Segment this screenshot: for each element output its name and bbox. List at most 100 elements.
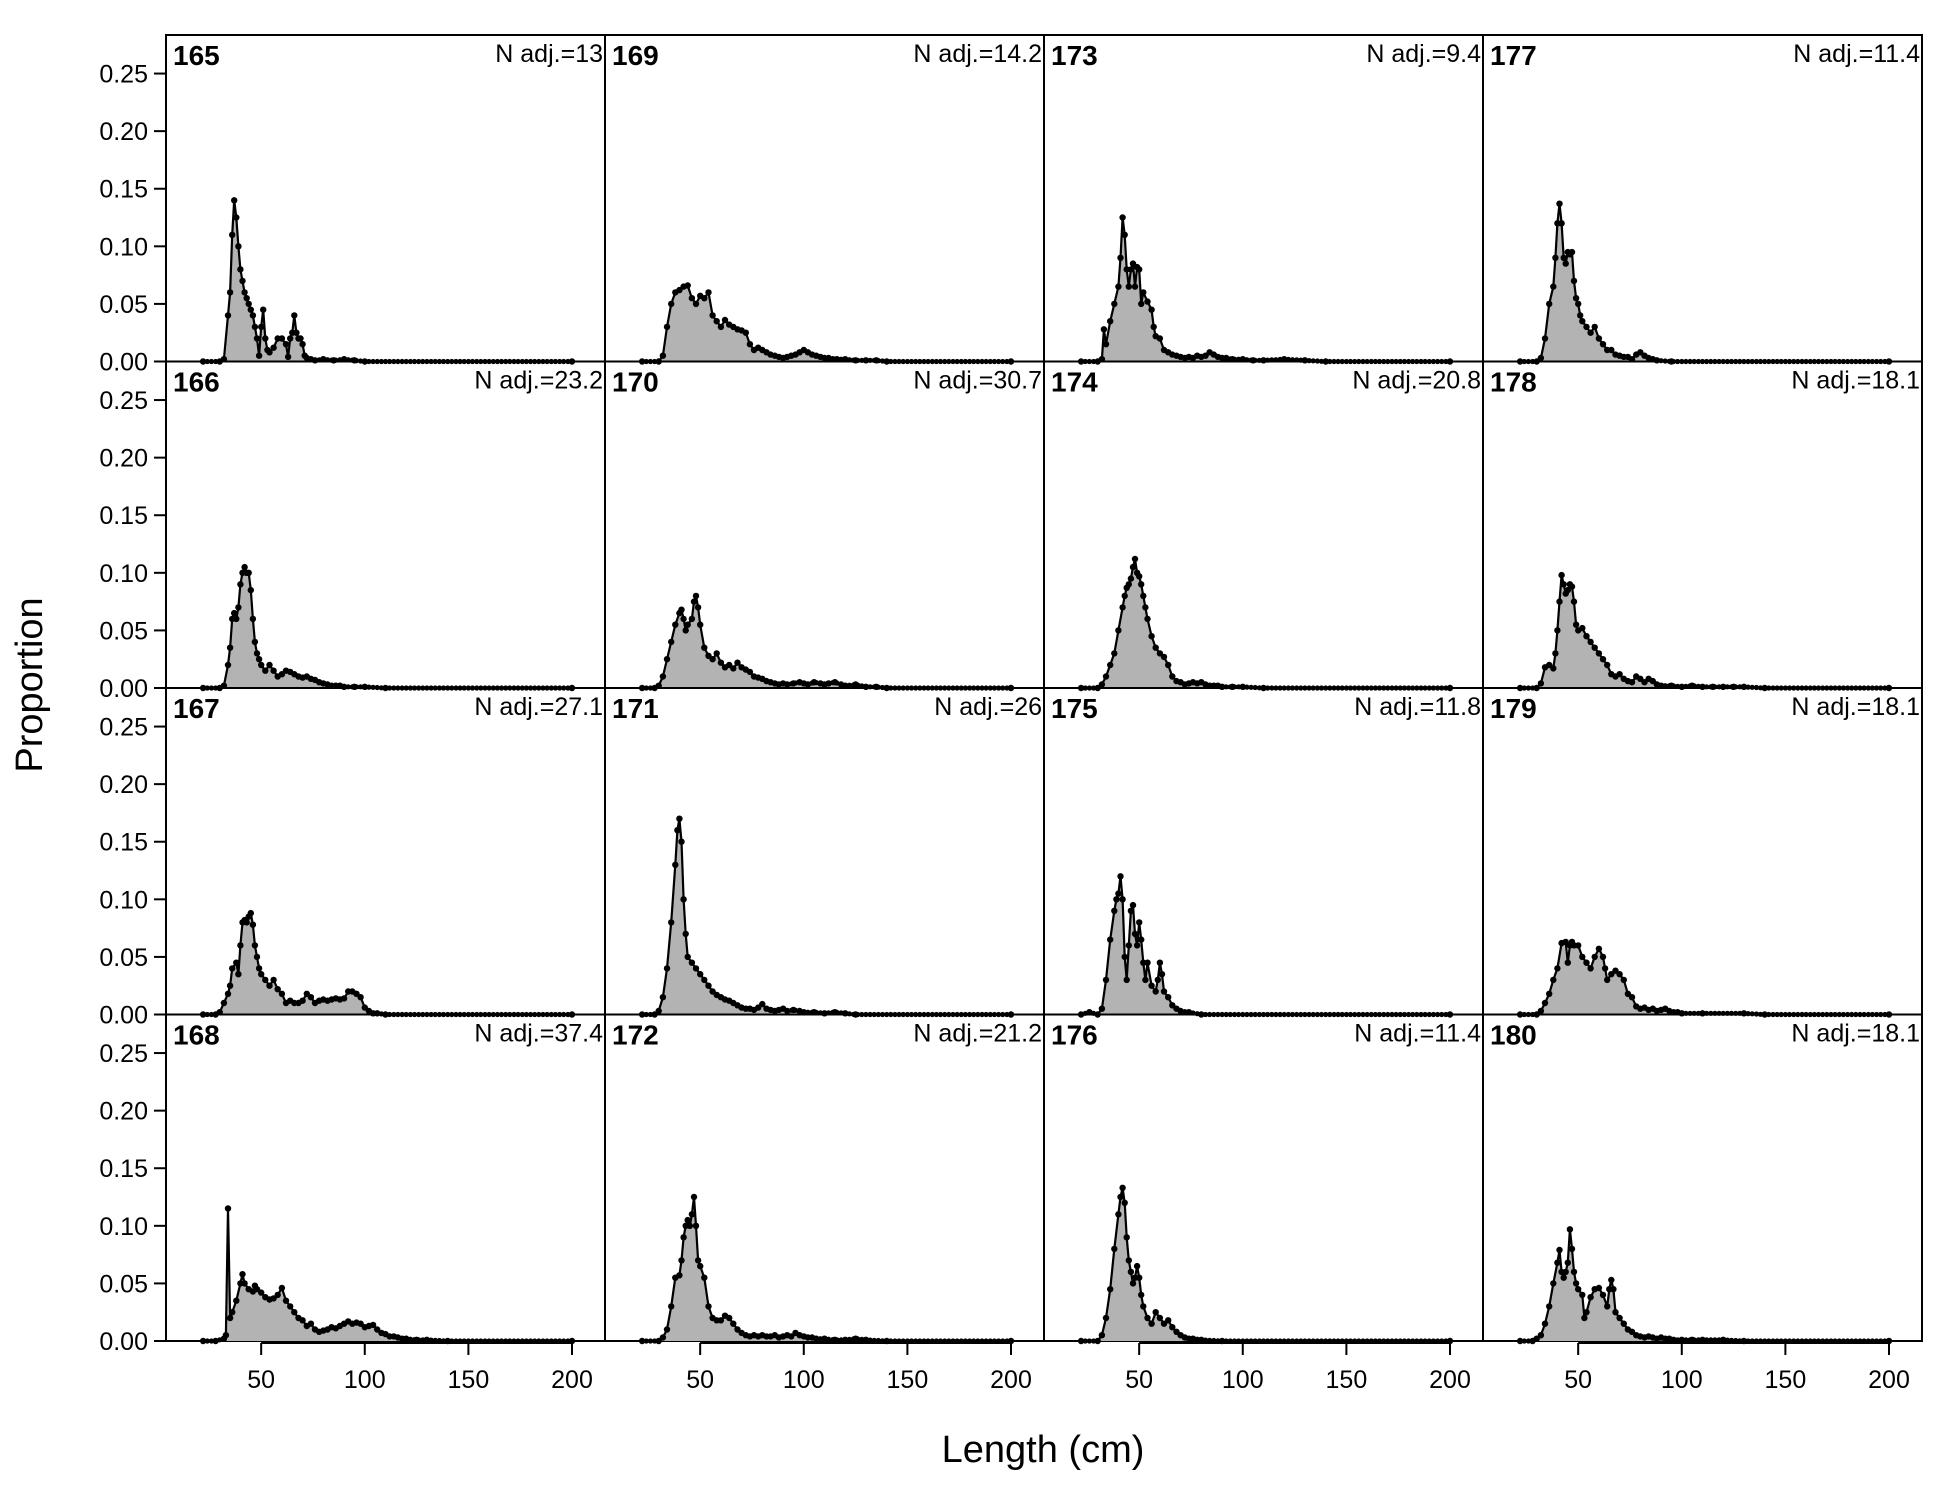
data-point [270,344,277,351]
data-point [788,1007,794,1013]
data-point [1579,1291,1586,1299]
distribution-area [203,1208,572,1341]
data-point [1595,335,1603,342]
x-tick-label: 50 [1125,1366,1153,1394]
n-adj-label: N adj.=13 [495,40,603,68]
x-tick-label: 100 [783,1366,825,1394]
data-point [1525,1338,1531,1344]
data-point [1575,942,1582,949]
data-point [672,861,679,868]
x-tick-label: 150 [1765,1366,1807,1394]
y-axis-row-2: 0.00 0.05 0.10 0.15 0.20 0.25 [99,387,167,703]
data-point [709,312,716,319]
data-point [1541,999,1549,1007]
data-point [1121,592,1128,600]
panel-id-label: 180 [1490,1020,1537,1051]
data-point [690,598,698,605]
data-point [705,982,712,989]
data-point [655,1007,662,1015]
data-point [1695,1337,1701,1343]
data-point [226,289,234,296]
data-point [674,827,681,834]
y-tick-label: 0.10 [99,233,148,261]
data-point [1550,665,1557,672]
data-point [838,1337,844,1343]
data-point [1554,965,1561,972]
data-point [1150,323,1157,331]
data-point [226,644,234,651]
data-point [684,1216,691,1224]
data-point [241,563,248,571]
panel-168: 168 N adj.=37.4 [165,1013,606,1345]
panel-frame [165,1013,606,1342]
data-point [247,909,254,917]
data-point [1136,573,1143,580]
data-point [266,349,273,356]
data-point [1533,1335,1540,1342]
data-point [239,1271,246,1278]
y-tick-label: 0.10 [99,560,148,588]
data-point [784,681,791,688]
data-point [1591,644,1598,651]
n-adj-label: N adj.=23.2 [474,367,603,395]
data-point [428,1337,434,1343]
data-point [686,1222,693,1230]
data-point [224,312,232,319]
data-point [692,965,700,972]
data-point [850,1336,857,1342]
data-point [224,990,232,997]
x-tick-label: 200 [990,1366,1032,1394]
data-point [697,621,704,628]
y-tick-label: 0.15 [99,1155,148,1183]
data-point [235,243,242,250]
data-point [1154,976,1162,984]
data-point [237,942,244,949]
data-point [1595,945,1603,952]
x-tick-label: 100 [1222,1366,1264,1394]
data-point [1708,1337,1714,1343]
panel-id-label: 174 [1051,367,1098,398]
data-point [1102,976,1110,984]
data-point [875,1337,882,1344]
data-point [1119,604,1126,611]
data-point [255,352,263,359]
data-point [1599,953,1607,961]
data-point [717,1317,725,1324]
panel-167: 167 N adj.=27.1 [165,687,606,1018]
data-point [1138,936,1145,943]
data-point [701,644,708,651]
data-point [299,1317,306,1324]
x-tick-label: 50 [686,1366,714,1394]
data-point [204,1338,210,1344]
data-point [1115,283,1122,290]
data-point [1554,1259,1561,1266]
data-point [682,930,689,938]
data-point [1127,266,1135,273]
data-point [1133,1262,1141,1270]
data-point [1177,1007,1184,1015]
panel-grid: 165 N adj.=13 166 N adj.=23.2 167 N adj.=27.1… [165,34,1923,1345]
x-axis-col-3: 50 100 150 200 [1125,1342,1471,1394]
data-point [249,312,257,319]
data-point [1144,959,1151,966]
data-point [1117,873,1124,880]
x-tick-label: 50 [247,1366,275,1394]
data-point [846,682,853,688]
panel-id-label: 175 [1051,693,1098,724]
data-point [297,335,304,342]
data-point [237,266,244,273]
data-point [299,341,306,348]
data-point [668,300,675,308]
data-point [1211,1337,1217,1344]
data-point [676,815,683,822]
data-point [1091,1338,1097,1344]
data-point [403,1335,410,1342]
data-point [821,1335,828,1342]
data-point [266,661,273,669]
data-point [274,1291,281,1299]
panel-id-label: 178 [1490,367,1537,398]
n-adj-label: N adj.=11.4 [1354,1020,1481,1048]
data-point [813,680,819,686]
data-point [1077,1337,1085,1345]
x-tick-label: 200 [1868,1366,1910,1394]
